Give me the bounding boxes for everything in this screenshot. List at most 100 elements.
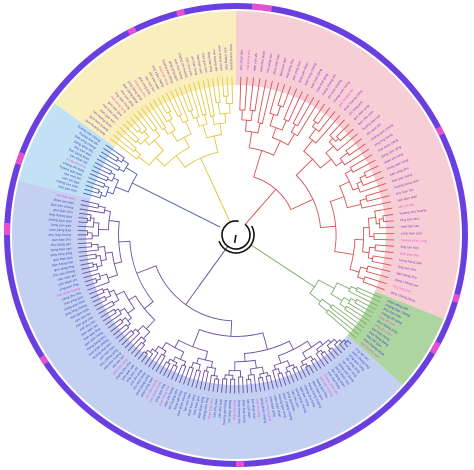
leaf-branch <box>283 88 297 120</box>
leaf-branch <box>254 78 261 112</box>
leaf-branch <box>348 290 378 306</box>
internal-branch <box>99 273 108 277</box>
leaf-branch <box>183 85 194 111</box>
internal-branch <box>359 174 366 179</box>
leaf-label: ying yan ling <box>59 282 79 292</box>
leaf-label: long tian ling <box>207 52 214 73</box>
internal-branch <box>212 115 215 125</box>
leaf-branch <box>131 341 143 355</box>
leaf-label: shan lan xian <box>53 197 74 205</box>
leaf-branch <box>371 261 392 266</box>
internal-branch <box>325 145 334 154</box>
leaf-label: ling tian long <box>158 65 170 85</box>
leaf-branch <box>345 138 362 152</box>
leaf-label: mei yan tian <box>58 184 78 193</box>
leaf-branch <box>199 370 205 390</box>
internal-branch <box>137 325 144 332</box>
internal-branch <box>95 278 102 281</box>
internal-branch <box>245 119 247 132</box>
internal-branch <box>102 288 108 292</box>
leaf-branch <box>79 253 97 257</box>
clade-stem-blue <box>146 189 221 228</box>
leaf-label: jiang zhu zhu <box>60 291 82 302</box>
leaf-branch <box>133 113 148 130</box>
internal-branch <box>204 114 208 125</box>
ring-highlight-5 <box>39 354 49 365</box>
internal-branch <box>213 135 219 153</box>
internal-branch <box>105 295 112 299</box>
leaf-branch <box>348 143 366 156</box>
leaf-label: zhu san cheng <box>53 269 76 278</box>
leaf-label: huang zhu huang <box>399 208 426 215</box>
leaf-branch <box>336 133 358 152</box>
leaf-label: guo qing ling <box>54 264 75 272</box>
leaf-label: zhu jiang san <box>51 242 72 247</box>
leaf-branch <box>362 177 384 186</box>
internal-branch <box>190 362 194 369</box>
internal-branch <box>213 367 216 377</box>
leaf-label: cheng zhu ling <box>202 397 210 420</box>
internal-branch <box>295 158 313 176</box>
internal-branch <box>343 297 351 302</box>
leaf-label: huang jiang xian <box>393 178 419 189</box>
leaf-branch <box>261 376 266 391</box>
internal-branch <box>116 159 122 163</box>
leaf-branch <box>344 343 349 348</box>
leaf-branch <box>96 158 119 171</box>
leaf-branch <box>277 373 283 387</box>
leaf-branch <box>93 165 111 175</box>
clade-stem-yellow <box>213 187 231 223</box>
leaf-label: san zhu bao <box>217 399 223 418</box>
leaf-label: cheng guo guo <box>48 217 71 223</box>
leaf-branch <box>82 269 99 274</box>
leaf-branch <box>336 124 350 137</box>
leaf-branch <box>137 110 154 132</box>
internal-branch <box>357 276 365 280</box>
leaf-branch <box>313 103 325 121</box>
internal-branch <box>339 303 347 309</box>
leaf-branch <box>141 353 148 363</box>
internal-branch <box>302 352 307 360</box>
leaf-branch <box>272 369 278 388</box>
leaf-branch <box>121 332 135 346</box>
internal-branch <box>183 136 190 148</box>
internal-branch <box>290 198 314 210</box>
leaf-branch <box>334 344 342 354</box>
internal-branch <box>259 373 261 379</box>
internal-branch <box>343 339 347 343</box>
leaf-label: lan san xian <box>246 399 251 418</box>
internal-branch <box>362 251 370 254</box>
internal-branch <box>367 216 377 219</box>
root-structure <box>218 220 255 254</box>
leaf-label: huang shan ying <box>401 238 427 243</box>
internal-branch <box>253 150 263 178</box>
clade-background-blue <box>18 103 115 199</box>
leaf-branch <box>98 155 121 168</box>
internal-branch <box>217 102 221 115</box>
leaf-branch <box>277 84 286 106</box>
leaf-branch <box>379 226 395 229</box>
leaf-label: mei qing san <box>265 53 273 73</box>
leaf-branch <box>269 82 279 114</box>
leaf-branch <box>320 353 329 364</box>
internal-branch <box>183 361 187 366</box>
leaf-branch <box>359 183 386 193</box>
leaf-branch <box>331 347 339 356</box>
leaf-branch <box>155 355 166 372</box>
leaf-label: zhi tian long <box>190 56 198 75</box>
leaf-branch <box>92 296 106 303</box>
internal-branch <box>192 329 200 348</box>
leaf-branch <box>282 86 292 108</box>
leaf-label: hong hong tian <box>399 258 423 266</box>
internal-branch <box>154 129 161 137</box>
leaf-label: wan bao qing <box>269 396 277 417</box>
leaf-branch <box>357 287 382 299</box>
leaf-labels: zhu shan san mei jiang zhu wan san zhi wan … <box>48 44 426 425</box>
leaf-branch <box>208 374 212 392</box>
leaf-branch <box>119 127 137 143</box>
leaf-branch <box>285 371 291 385</box>
internal-branch <box>155 157 166 167</box>
leaf-branch <box>216 77 221 103</box>
internal-branch <box>95 255 101 257</box>
internal-branch <box>339 339 343 343</box>
